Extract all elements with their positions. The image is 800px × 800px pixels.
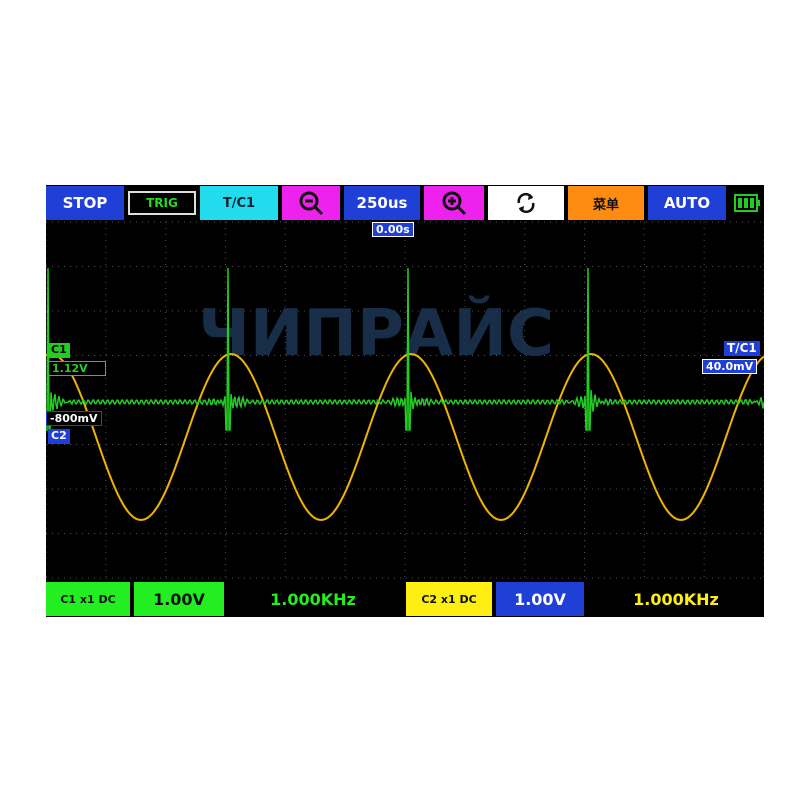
trig-button[interactable]: TRIG — [128, 191, 196, 215]
zoom-in-icon — [442, 191, 467, 216]
zoom-out-button[interactable] — [282, 186, 340, 220]
c2-frequency: 1.000KHz — [588, 582, 764, 616]
battery — [730, 186, 764, 220]
zoom-in-button[interactable] — [424, 186, 484, 220]
plot: ЧИПРАЙС — [46, 221, 764, 579]
c1-scale[interactable]: 1.00V — [134, 582, 224, 616]
menu-button[interactable]: 菜单 — [568, 186, 644, 220]
timebase-button[interactable]: 250us — [344, 186, 420, 220]
oscilloscope-screen: ЧИПРАЙС STOP TRIG T/C1 250us 菜单 AUTO 0.0… — [46, 185, 764, 617]
auto-button[interactable]: AUTO — [648, 186, 726, 220]
watermark: ЧИПРАЙС — [198, 295, 554, 371]
c1-waveform — [46, 267, 764, 431]
refresh-icon — [517, 192, 535, 214]
c2-mode[interactable]: C2 x1 DC — [406, 582, 492, 616]
zoom-out-icon — [299, 191, 324, 216]
c1-offset: 1.12V — [48, 361, 106, 376]
c1-mode[interactable]: C1 x1 DC — [46, 582, 130, 616]
c1-label: C1 — [48, 343, 70, 358]
c1-frequency: 1.000KHz — [226, 582, 400, 616]
battery-icon — [734, 194, 760, 212]
trigger-source-button[interactable]: T/C1 — [200, 186, 278, 220]
refresh-button[interactable] — [488, 186, 564, 220]
trigger-level: 40.0mV — [702, 359, 758, 374]
stop-button[interactable]: STOP — [46, 186, 124, 220]
c2-label: C2 — [48, 429, 70, 444]
c2-offset: -800mV — [46, 411, 102, 426]
c2-scale[interactable]: 1.00V — [496, 582, 584, 616]
trigger-label: T/C1 — [724, 341, 760, 356]
c2-waveform — [46, 353, 764, 521]
time-offset-marker: 0.00s — [372, 222, 414, 237]
